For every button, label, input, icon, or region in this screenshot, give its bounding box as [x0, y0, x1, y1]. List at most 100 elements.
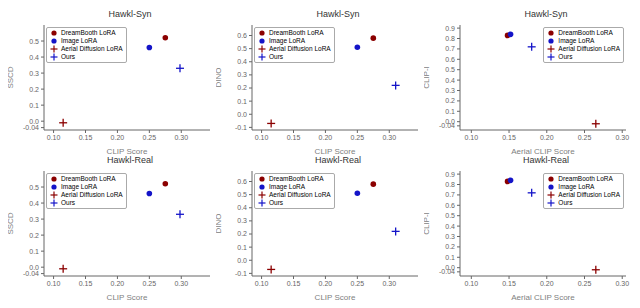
svg-text:0.5: 0.5 [29, 184, 39, 191]
svg-text:-0.04: -0.04 [439, 268, 455, 276]
svg-text:0.3: 0.3 [445, 87, 455, 94]
svg-text:0.15: 0.15 [79, 134, 93, 141]
svg-text:0.2: 0.2 [29, 86, 39, 93]
svg-text:CLIP Score: CLIP Score [315, 293, 356, 300]
svg-text:0.10: 0.10 [465, 134, 479, 141]
svg-text:0.0: 0.0 [445, 118, 455, 125]
svg-text:0.30: 0.30 [382, 280, 396, 287]
svg-text:0.1: 0.1 [237, 98, 247, 105]
svg-text:-0.04: -0.04 [23, 124, 39, 131]
html-text:Hawkl-Syn: Hawkl-Syn [524, 9, 568, 19]
svg-text:0.1: 0.1 [29, 102, 39, 109]
svg-text:0.2: 0.2 [445, 243, 455, 250]
svg-text:0.8: 0.8 [445, 181, 455, 188]
svg-text:0.1: 0.1 [29, 248, 39, 255]
svg-text:0.0: 0.0 [445, 264, 455, 271]
svg-text:0.5: 0.5 [445, 66, 455, 73]
html-text:Hawkl-Real: Hawkl-Real [107, 155, 153, 165]
svg-text:-0.04: -0.04 [439, 122, 455, 130]
svg-text:-0.1: -0.1 [235, 124, 247, 131]
svg-text:0.25: 0.25 [351, 280, 365, 287]
svg-text:0.1: 0.1 [445, 254, 455, 261]
svg-text:0.25: 0.25 [578, 280, 592, 287]
svg-text:0.10: 0.10 [465, 280, 479, 287]
svg-text:0.10: 0.10 [47, 280, 61, 287]
svg-text:0.15: 0.15 [79, 280, 93, 287]
svg-text:0.25: 0.25 [578, 134, 592, 141]
svg-text:0.15: 0.15 [502, 280, 516, 287]
svg-text:0.6: 0.6 [445, 56, 455, 63]
svg-text:0.3: 0.3 [29, 216, 39, 223]
svg-text:CLIP Score: CLIP Score [315, 147, 356, 154]
svg-text:0.5: 0.5 [237, 45, 247, 52]
svg-text:0.1: 0.1 [237, 244, 247, 251]
html-text:Hawkl-Syn: Hawkl-Syn [108, 9, 152, 19]
svg-text:-0.1: -0.1 [235, 270, 247, 277]
svg-text:0.9: 0.9 [445, 25, 455, 32]
svg-text:CLIP Score: CLIP Score [107, 147, 148, 154]
svg-text:0.6: 0.6 [445, 202, 455, 209]
svg-text:0.2: 0.2 [29, 232, 39, 239]
svg-text:0.25: 0.25 [143, 280, 157, 287]
svg-text:0.3: 0.3 [237, 71, 247, 78]
svg-text:0.6: 0.6 [237, 32, 247, 39]
svg-text:0.4: 0.4 [445, 77, 455, 84]
svg-text:0.0: 0.0 [29, 118, 39, 125]
svg-text:SSCD: SSCD [8, 212, 15, 234]
svg-text:0.3: 0.3 [445, 233, 455, 240]
svg-text:0.6: 0.6 [237, 178, 247, 185]
svg-text:0.5: 0.5 [237, 191, 247, 198]
svg-text:0.25: 0.25 [143, 134, 157, 141]
svg-text:DINO: DINO [216, 68, 223, 88]
svg-text:0.10: 0.10 [255, 134, 269, 141]
svg-text:Aerial CLIP Score: Aerial CLIP Score [511, 293, 575, 300]
svg-text:DINO: DINO [216, 214, 223, 234]
svg-text:0.2: 0.2 [237, 84, 247, 91]
html-text:Hawkl-Real: Hawkl-Real [523, 155, 569, 165]
svg-text:0.7: 0.7 [445, 191, 455, 198]
svg-text:0.30: 0.30 [382, 134, 396, 141]
svg-text:0.5: 0.5 [29, 38, 39, 45]
svg-text:0.2: 0.2 [237, 230, 247, 237]
svg-text:0.9: 0.9 [445, 171, 455, 178]
svg-text:CLIP-I: CLIP-I [424, 66, 431, 89]
svg-text:0.20: 0.20 [540, 280, 554, 287]
svg-text:0.1: 0.1 [445, 108, 455, 115]
svg-text:0.30: 0.30 [615, 134, 629, 141]
svg-text:0.4: 0.4 [237, 204, 247, 211]
svg-text:0.20: 0.20 [111, 280, 125, 287]
svg-text:0.20: 0.20 [319, 134, 333, 141]
svg-text:0.20: 0.20 [111, 134, 125, 141]
svg-text:0.25: 0.25 [351, 134, 365, 141]
svg-text:0.15: 0.15 [502, 134, 516, 141]
svg-text:SSCD: SSCD [8, 66, 15, 88]
svg-text:0.10: 0.10 [255, 280, 269, 287]
svg-text:0.4: 0.4 [29, 54, 39, 61]
svg-text:-0.04: -0.04 [23, 270, 39, 277]
html-text:Hawkl-Real: Hawkl-Real [315, 155, 361, 165]
svg-text:0.15: 0.15 [287, 280, 301, 287]
svg-text:0.0: 0.0 [29, 264, 39, 271]
svg-text:0.30: 0.30 [174, 280, 188, 287]
svg-text:0.4: 0.4 [445, 223, 455, 230]
svg-text:0.10: 0.10 [47, 134, 61, 141]
svg-text:0.0: 0.0 [237, 111, 247, 118]
svg-text:0.4: 0.4 [237, 58, 247, 65]
svg-text:CLIP-I: CLIP-I [424, 212, 431, 235]
svg-text:Aerial CLIP Score: Aerial CLIP Score [511, 147, 575, 154]
svg-text:0.15: 0.15 [287, 134, 301, 141]
svg-text:0.30: 0.30 [615, 280, 629, 287]
svg-text:0.3: 0.3 [237, 217, 247, 224]
svg-text:0.20: 0.20 [540, 134, 554, 141]
svg-text:0.4: 0.4 [29, 200, 39, 207]
svg-text:0.3: 0.3 [29, 70, 39, 77]
svg-text:0.5: 0.5 [445, 212, 455, 219]
svg-text:0.20: 0.20 [319, 280, 333, 287]
svg-text:0.7: 0.7 [445, 45, 455, 52]
svg-text:0.8: 0.8 [445, 35, 455, 42]
svg-text:0.2: 0.2 [445, 97, 455, 104]
svg-text:0.0: 0.0 [237, 257, 247, 264]
svg-text:0.30: 0.30 [174, 134, 188, 141]
svg-text:CLIP Score: CLIP Score [107, 293, 148, 300]
html-text:Hawkl-Syn: Hawkl-Syn [316, 9, 360, 19]
